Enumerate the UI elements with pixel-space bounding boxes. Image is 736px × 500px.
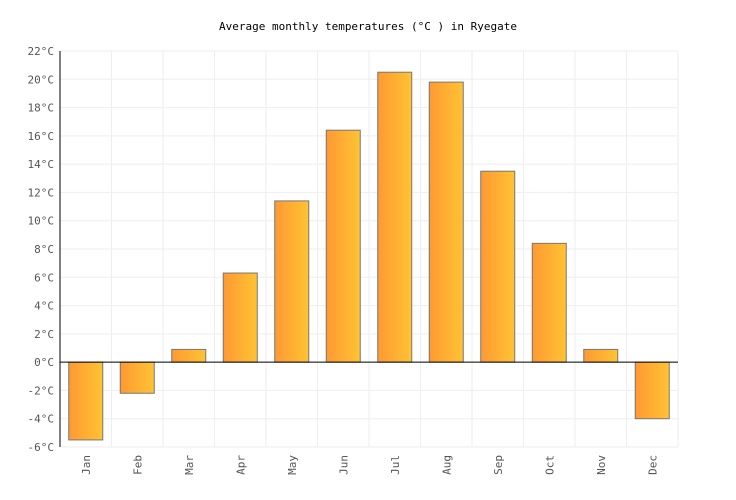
bar-jan	[68, 361, 104, 441]
y-tick-label: 22°C	[28, 45, 55, 58]
y-tick-label: -6°C	[28, 441, 55, 454]
x-tick-label: Dec	[646, 455, 659, 475]
y-tick-label: 6°C	[34, 271, 54, 284]
bar-mar	[171, 348, 207, 363]
y-tick-label: 10°C	[28, 215, 55, 228]
y-axis-labels: -6°C -4°C -2°C 0°C 2°C 4°C 6°C 8°C 10°C 12°C 14°C 1…	[28, 45, 55, 454]
x-tick-label: Oct	[543, 455, 556, 475]
y-tick-label: 0°C	[34, 356, 54, 369]
y-tick-label: 20°C	[28, 73, 55, 86]
x-tick-label: Mar	[183, 455, 196, 475]
x-tick-label: May	[286, 455, 299, 475]
x-tick-label: Nov	[595, 455, 608, 475]
y-tick-label: 18°C	[28, 102, 55, 115]
y-tick-label: 2°C	[34, 328, 54, 341]
y-tick-label: -4°C	[28, 413, 55, 426]
x-tick-label: Apr	[234, 455, 247, 475]
bar-feb	[119, 361, 155, 394]
y-tick-label: 4°C	[34, 300, 54, 313]
bar-jul	[377, 71, 413, 363]
x-tick-label: Jun	[337, 455, 350, 475]
bar-dec	[634, 361, 670, 420]
x-tick-label: Aug	[440, 455, 453, 475]
bar-sep	[480, 170, 516, 363]
x-tick-label: Jul	[389, 455, 402, 475]
x-tick-label: Feb	[131, 455, 144, 475]
axes	[59, 51, 678, 447]
bar-oct	[531, 242, 567, 363]
y-tick-label: 16°C	[28, 130, 55, 143]
y-tick-label: 8°C	[34, 243, 54, 256]
x-tick-label: Sep	[492, 455, 505, 475]
x-tick-label: Jan	[80, 455, 93, 475]
grid	[59, 50, 679, 448]
y-tick-label: 14°C	[28, 158, 55, 171]
bars	[68, 71, 670, 441]
y-tick-label: 12°C	[28, 186, 55, 199]
bar-may	[274, 200, 310, 363]
bar-jun	[325, 129, 361, 363]
chart-title: Average monthly temperatures (°C ) in Ry…	[219, 20, 517, 33]
bar-nov	[583, 348, 619, 363]
x-axis-labels: Jan Feb Mar Apr May Jun Jul Aug Sep Oct Nov Dec	[80, 455, 660, 475]
y-tick-label: -2°C	[28, 384, 55, 397]
bar-aug	[428, 81, 464, 363]
bar-apr	[222, 272, 258, 363]
